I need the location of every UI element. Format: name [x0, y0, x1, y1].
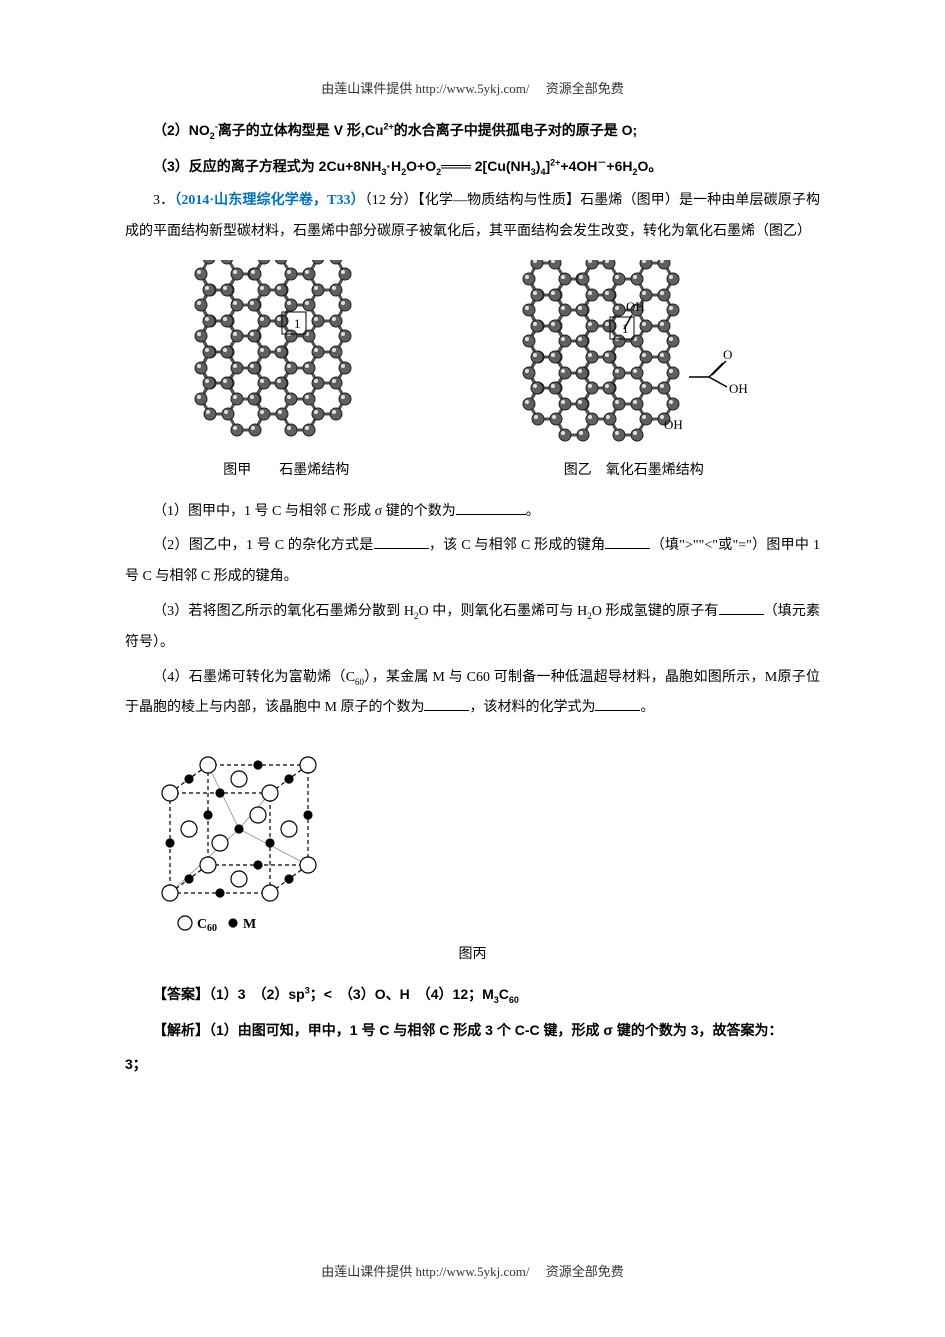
ana-text: 由图可知，甲中，1 号 C 与相邻 C 形成 3 个 C-C 键，形成 σ 键的…	[238, 1022, 783, 1038]
ans-v3: O、H	[375, 986, 424, 1002]
figure-b: 1OHOOHOH	[494, 260, 774, 450]
p3-c: O+O	[406, 158, 436, 174]
blank-2a	[374, 533, 429, 549]
s4-suba: 60	[355, 676, 364, 686]
s1-b: 。	[526, 504, 540, 519]
ans-v1: 3	[238, 986, 260, 1002]
header-url: http://www.5ykj.com/	[415, 81, 529, 96]
ans-a3: （3）	[346, 986, 375, 1002]
s4-d: 。	[640, 700, 654, 715]
p3-label: （3）	[153, 158, 189, 174]
ana-label: 【解析】	[153, 1022, 209, 1038]
figure-c: C60 M	[125, 738, 820, 938]
ans-v4b: M	[482, 986, 494, 1002]
svg-text:OH: OH	[729, 381, 748, 396]
s1-label: （1）	[153, 504, 188, 519]
figures-row: 1 1OHOOHOH	[125, 260, 820, 450]
question-3-intro: 3．（2014·山东理综化学卷，T33）（12 分）【化学—物质结构与性质】石墨…	[125, 186, 820, 248]
p3-h: +6H	[606, 158, 632, 174]
s3-c: O 形成氢键的原子有	[592, 604, 719, 619]
blank-3	[719, 599, 764, 615]
ans-v2b: ；<	[310, 986, 346, 1002]
s3-a: 若将图乙所示的氧化石墨烯分散到 H	[188, 604, 414, 619]
header-prefix: 由莲山课件提供	[321, 81, 412, 96]
s3-b: O 中，则氧化石墨烯可与 H	[419, 604, 588, 619]
q3-source: （2014·山东理综化学卷，T33）	[174, 193, 364, 208]
ans-a4: （4）	[424, 986, 453, 1002]
svg-text:C: C	[197, 917, 207, 932]
ans-v2a: sp	[288, 986, 304, 1002]
p3-i: O。	[637, 158, 662, 174]
q3-num: 3．	[153, 193, 174, 208]
s1-a: 图甲中，1 号 C 与相邻 C 形成 σ 键的个数为	[188, 504, 456, 519]
blank-1	[456, 499, 526, 515]
svg-text:M: M	[243, 917, 256, 932]
svg-text:O: O	[723, 347, 732, 362]
footer-suffix: 资源全部免费	[546, 1264, 624, 1279]
blank-4b	[595, 695, 640, 711]
para-3: （3）反应的离子方程式为 2Cu+8NH3·H2O+O2═══ 2[Cu(NH3…	[125, 151, 820, 183]
page-header: 由莲山课件提供 http://www.5ykj.com/ 资源全部免费	[0, 75, 945, 104]
q3-bracket: 【化学—物质结构与性质】	[418, 193, 580, 208]
graphene-structure-svg: 1	[171, 260, 401, 440]
graphene-oxide-svg: 1OHOOHOH	[494, 260, 774, 450]
analysis-cont: 3；	[125, 1049, 820, 1080]
sub-q3: （3）若将图乙所示的氧化石墨烯分散到 H2O 中，则氧化石墨烯可与 H2O 形成…	[125, 597, 820, 659]
svg-text:60: 60	[207, 923, 217, 934]
ans-label: 【答案】	[153, 986, 209, 1002]
s2-b: ，该 C 与相邻 C 形成的键角	[429, 538, 606, 553]
sub-q4: （4）石墨烯可转化为富勒烯（C60），某金属 M 与 C60 可制备一种低温超导…	[125, 663, 820, 725]
p3-sup1: 2+	[550, 157, 560, 167]
p3-b: ·H	[386, 158, 401, 174]
ans-a1: （1）	[209, 986, 238, 1002]
footer-prefix: 由莲山课件提供	[321, 1264, 412, 1279]
footer-url: http://www.5ykj.com/	[415, 1264, 529, 1279]
p2-a: NO	[189, 122, 210, 138]
unit-cell-svg: C60 M	[125, 738, 325, 938]
content-body: （2）NO2-离子的立体构型是 V 形,Cu2+的水合离子中提供孤电子对的原子是…	[125, 115, 820, 1080]
s4-a: 石墨烯可转化为富勒烯（C	[189, 670, 355, 685]
p3-g: +4OH	[560, 158, 597, 174]
svg-text:OH: OH	[626, 299, 645, 314]
blank-2b	[605, 533, 650, 549]
analysis-line: 【解析】（1）由图可知，甲中，1 号 C 与相邻 C 形成 3 个 C-C 键，…	[125, 1015, 820, 1046]
para-2: （2）NO2-离子的立体构型是 V 形,Cu2+的水合离子中提供孤电子对的原子是…	[125, 115, 820, 147]
s4-label: （4）	[153, 670, 189, 685]
s2-label: （2）	[153, 538, 189, 553]
sub-q2: （2）图乙中，1 号 C 的杂化方式是，该 C 与相邻 C 形成的键角（填">"…	[125, 531, 820, 593]
q3-points: （12 分）	[365, 193, 418, 208]
svg-text:OH: OH	[664, 417, 683, 432]
ans-v4c: C	[499, 986, 509, 1002]
header-suffix: 资源全部免费	[546, 81, 624, 96]
caption-b: 图乙 氧化石墨烯结构	[494, 456, 774, 487]
p2-c: 的水合离子中提供孤电子对的原子是 O;	[394, 122, 637, 138]
figure-captions: 图甲 石墨烯结构 图乙 氧化石墨烯结构	[125, 454, 820, 487]
s4-c: ，该材料的化学式为	[469, 700, 595, 715]
ana-a1: （1）	[209, 1022, 238, 1038]
ans-a2: （2）	[260, 986, 289, 1002]
p2-label: （2）	[153, 122, 189, 138]
s3-label: （3）	[153, 604, 188, 619]
figure-a: 1	[171, 260, 401, 450]
s2-a: 图乙中，1 号 C 的杂化方式是	[189, 538, 374, 553]
p3-a: 反应的离子方程式为 2Cu+8NH	[189, 158, 382, 174]
p2-b: 离子的立体构型是 V 形,Cu	[218, 122, 384, 138]
page-footer: 由莲山课件提供 http://www.5ykj.com/ 资源全部免费	[0, 1258, 945, 1287]
p2-sup2: 2+	[383, 121, 393, 131]
caption-c: 图丙	[125, 940, 820, 971]
caption-a: 图甲 石墨烯结构	[171, 456, 401, 487]
sub-q1: （1）图甲中，1 号 C 与相邻 C 形成 σ 键的个数为 。	[125, 497, 820, 528]
blank-4a	[424, 695, 469, 711]
p3-d: ═══ 2[Cu(NH	[441, 158, 531, 174]
answer-line: 【答案】（1）3 （2）sp3；< （3）O、H （4）12；M3C60	[125, 979, 820, 1011]
p2-sub1: 2	[210, 131, 215, 141]
svg-text:1: 1	[294, 316, 301, 331]
ans-v4sub2: 60	[509, 995, 519, 1005]
ans-v4a: 12；	[453, 986, 483, 1002]
